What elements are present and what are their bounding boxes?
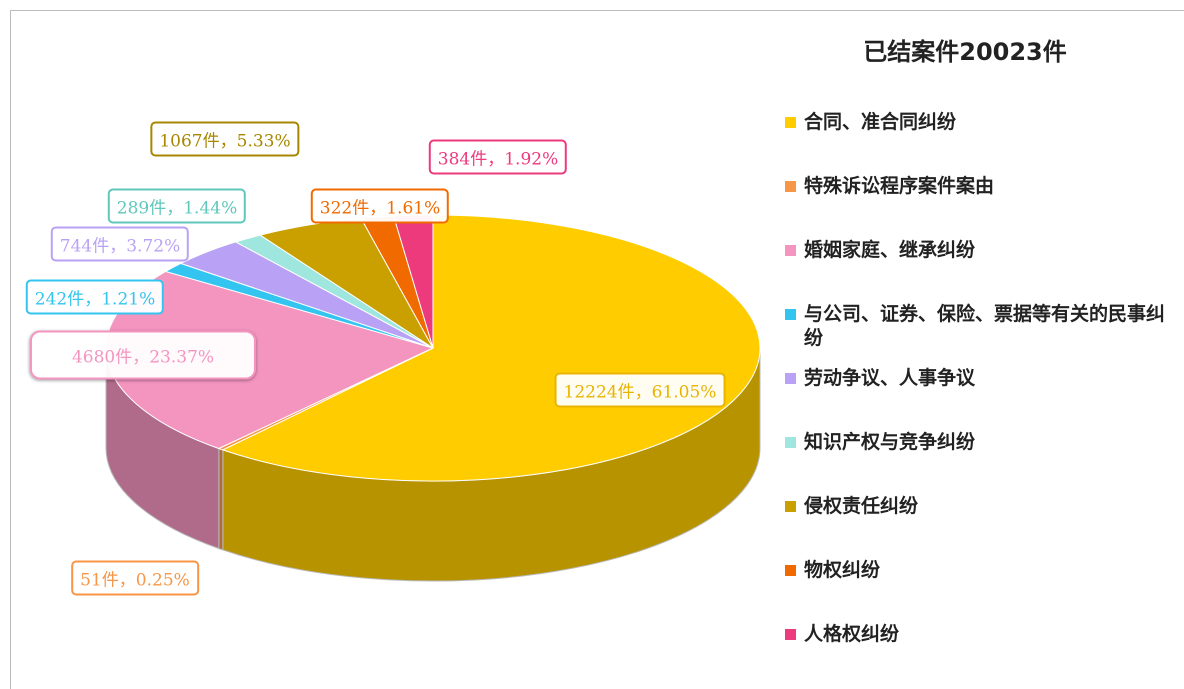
- legend-item: 物权纠纷: [785, 558, 1180, 582]
- legend-label: 劳动争议、人事争议: [804, 367, 976, 389]
- legend-swatch: [785, 245, 796, 256]
- legend-label: 合同、准合同纠纷: [804, 111, 957, 133]
- slice: [221, 214, 761, 482]
- legend-item: 特殊诉讼程序案件案由: [785, 174, 1180, 198]
- legend-item: 劳动争议、人事争议: [785, 366, 1180, 390]
- data-label: 322件，1.61%: [310, 188, 450, 224]
- data-label: 51件，0.25%: [71, 560, 199, 596]
- legend-item: 人格权纠纷: [785, 622, 1180, 646]
- legend-label: 与公司、证券、保险、票据等有关的民事纠纷: [804, 303, 1166, 349]
- legend-item: 知识产权与竞争纠纷: [785, 430, 1180, 454]
- frame: [10, 10, 1184, 689]
- legend-swatch: [785, 373, 796, 384]
- slice-side: [218, 447, 224, 551]
- legend-label: 特殊诉讼程序案件案由: [804, 175, 995, 197]
- data-label: 1067件，5.33%: [150, 121, 300, 157]
- legend-label: 人格权纠纷: [804, 623, 900, 645]
- data-label: 4680件，23.37%: [29, 330, 257, 380]
- legend-item: 侵权责任纠纷: [785, 494, 1180, 518]
- data-label: 289件，1.44%: [107, 188, 247, 224]
- legend-item: 与公司、证券、保险、票据等有关的民事纠纷: [785, 302, 1180, 350]
- legend-swatch: [785, 309, 796, 320]
- chart: [105, 214, 761, 582]
- legend-swatch: [785, 501, 796, 512]
- legend-label: 婚姻家庭、继承纠纷: [804, 239, 976, 261]
- chart-title: 已结案件20023件: [863, 38, 1067, 66]
- legend-swatch: [785, 117, 796, 128]
- legend-label: 知识产权与竞争纠纷: [804, 431, 976, 453]
- data-label: 12224件，61.05%: [554, 372, 726, 408]
- legend-item: 婚姻家庭、继承纠纷: [785, 238, 1180, 262]
- legend-item: 合同、准合同纠纷: [785, 110, 1180, 134]
- data-label: 242件，1.21%: [25, 279, 165, 315]
- legend-swatch: [785, 565, 796, 576]
- legend-swatch: [785, 181, 796, 192]
- legend-label: 物权纠纷: [804, 559, 881, 581]
- legend-swatch: [785, 437, 796, 448]
- legend-swatch: [785, 629, 796, 640]
- legend-label: 侵权责任纠纷: [804, 495, 919, 517]
- data-label: 384件，1.92%: [428, 139, 568, 175]
- data-label: 744件，3.72%: [50, 226, 190, 262]
